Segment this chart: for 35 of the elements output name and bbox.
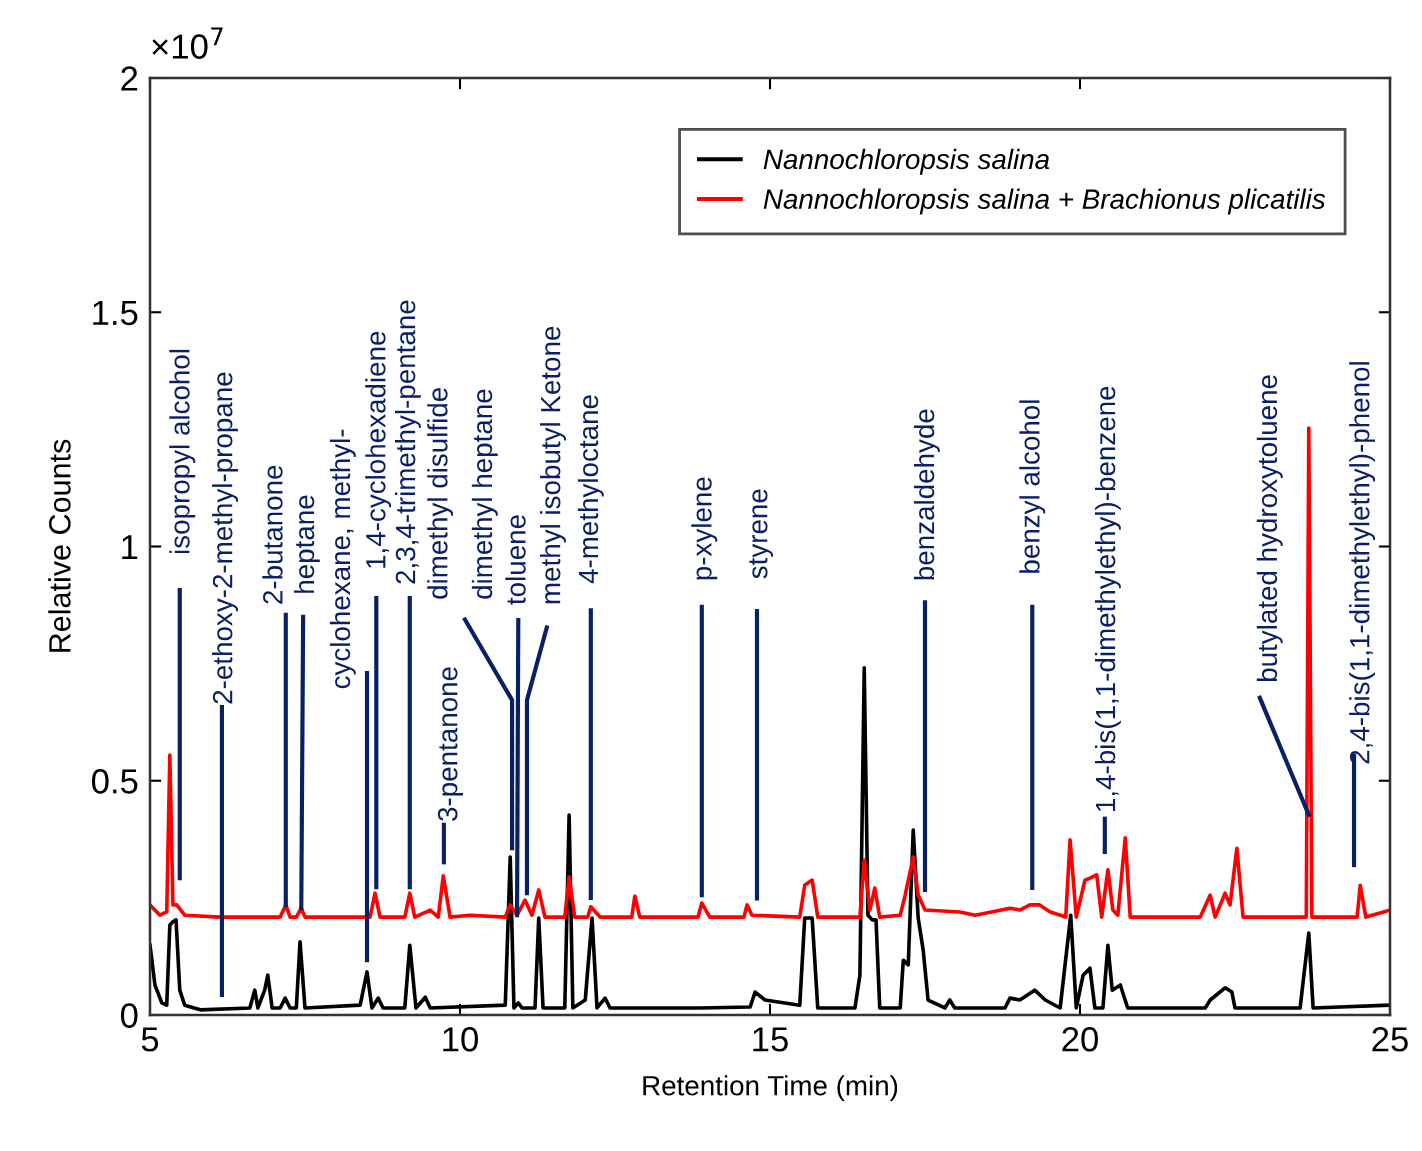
annotation: toluene — [505, 515, 526, 605]
legend-label: Nannochloropsis salina — [763, 148, 1050, 175]
annotation: 4-methyloctane — [577, 395, 604, 584]
annotation: dimethyl disulfide — [427, 388, 454, 599]
x-tick-label: 15 — [753, 1027, 788, 1052]
annotation: styrene — [749, 489, 774, 579]
annotation: benzaldehyde — [913, 409, 940, 580]
legend-label: Nannochloropsis salina + Brachionus plicatilis — [763, 188, 1326, 215]
annotation: 2-butanone — [262, 465, 283, 604]
annotation: 1,4-cyclohexadiene — [365, 331, 392, 568]
annotation: p-xylene — [691, 477, 718, 580]
y-axis-title: Relative Counts — [48, 439, 71, 652]
text: ×10$^{7}$ — [152, 27, 223, 59]
annotation: cyclohexane, methyl- — [329, 429, 356, 689]
annotation: methyl isobutyl Ketone — [540, 326, 566, 604]
annotation: dimethyl heptane — [471, 389, 498, 599]
annotation: heptane — [293, 495, 320, 593]
y-tick-label: 0.5 — [91, 769, 138, 794]
x-tick-label: 25 — [1372, 1027, 1408, 1052]
annotation: 2,4-bis(1,1-dimethylethyl)-phenol — [1349, 362, 1376, 764]
annotation: 3-pentanone — [437, 667, 464, 821]
annotation: benzyl alcohol — [1019, 400, 1046, 573]
x-tick-label: 10 — [443, 1027, 478, 1052]
y-tick-label: 1 — [122, 535, 138, 560]
annotation: isopropyl alcohol — [169, 349, 196, 554]
y-tick-label: 2 — [121, 66, 138, 91]
x-tick-label: 5 — [141, 1027, 159, 1052]
x-tick-label: 20 — [1062, 1027, 1098, 1052]
x-axis-title: Retention Time (min) — [643, 1075, 898, 1102]
y-tick-label: 0 — [120, 1003, 138, 1028]
annotation: 1,4-bis(1,1-dimethylethyl)-benzene — [1094, 386, 1121, 811]
annotation: 2-ethoxy-2-methyl-propane — [212, 372, 238, 704]
y-tick-label: 1.5 — [93, 300, 138, 326]
annotation: butylated hydroxytoluene — [1256, 375, 1283, 682]
annotation: 2,3,4-trimethyl-pentane — [394, 300, 421, 584]
